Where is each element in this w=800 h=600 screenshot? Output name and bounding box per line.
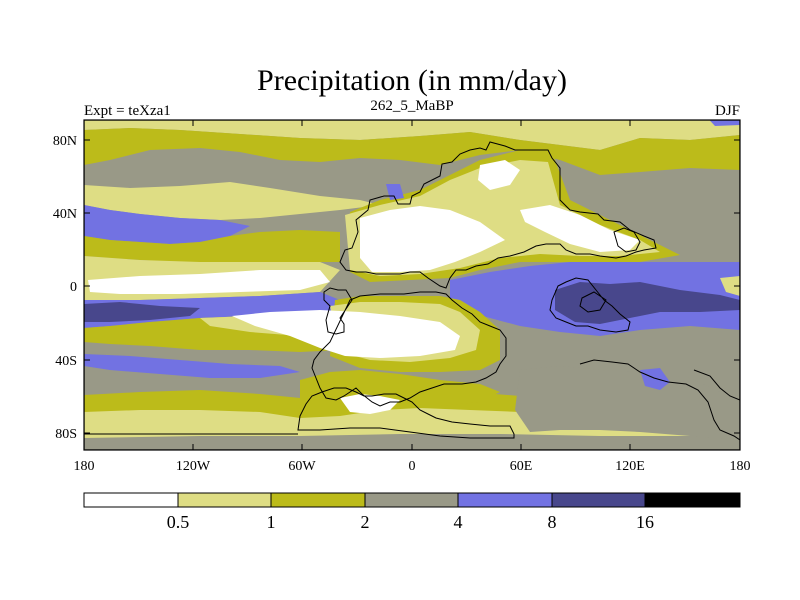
x-tick-label: 0 — [409, 459, 416, 474]
colorbar-label: 2 — [361, 512, 370, 532]
band-north-light-2 — [84, 182, 380, 220]
x-tick-label: 60W — [288, 459, 316, 474]
band-eq-dark — [84, 302, 200, 322]
colorbar-label: 8 — [548, 512, 557, 532]
gondwana-white-2 — [340, 394, 400, 414]
season-label: DJF — [715, 103, 740, 119]
coastline-tethys-islands — [549, 277, 631, 333]
east-gondwana-grey — [515, 366, 740, 440]
colorbar — [83, 492, 741, 508]
band-north-olive — [84, 128, 740, 175]
x-tick-label: 120E — [615, 459, 645, 474]
x-tick-label: 180 — [730, 459, 751, 474]
x-axis — [83, 120, 741, 450]
colorbar-label: 0.5 — [167, 512, 190, 532]
laurasia-white-east — [520, 205, 640, 252]
band-north-blue — [84, 205, 250, 244]
y-tick-label: 40N — [53, 207, 77, 222]
colorbar-swatch — [83, 492, 179, 508]
colorbar-swatch — [177, 492, 272, 508]
east-gondwana-blue — [640, 368, 670, 390]
coastline-east-gondwana — [579, 359, 740, 441]
colorbar-swatch — [270, 492, 366, 508]
band-north-olive-2 — [84, 230, 340, 262]
coastline-gondwana — [311, 287, 507, 407]
map-title: Precipitation (in mm/day) — [257, 64, 567, 97]
colorbar-label: 4 — [454, 512, 463, 532]
band-eq-white — [88, 270, 330, 294]
y-tick-label: 80S — [55, 427, 77, 442]
coastline-antarctic — [297, 387, 515, 439]
colorbar-swatch — [457, 492, 553, 508]
laurasia-white-n — [478, 160, 520, 190]
gondwana-white — [232, 310, 460, 358]
tethys-dark — [555, 282, 740, 324]
band-south-blue — [84, 354, 300, 378]
tethys-light-edge — [720, 276, 740, 296]
y-tick-label: 40S — [55, 354, 77, 369]
experiment-label: Expt = teXza1 — [84, 103, 171, 119]
band-south-grey-bottom — [84, 434, 740, 450]
colorbar-label: 16 — [636, 512, 654, 532]
coastline-laurasia — [339, 141, 657, 289]
period-label: 262_5_MaBP — [370, 98, 453, 114]
precipitation-field — [84, 120, 740, 450]
x-tick-label: 180 — [74, 459, 95, 474]
colorbar-label: 1 — [267, 512, 276, 532]
colorbar-swatch — [644, 492, 741, 508]
colorbar-swatch — [364, 492, 459, 508]
coastline-asia-island — [613, 227, 641, 253]
y-tick-label: 0 — [70, 280, 77, 295]
y-tick-label: 80N — [53, 134, 77, 149]
colorbar-swatch — [551, 492, 646, 508]
x-tick-label: 120W — [176, 459, 211, 474]
y-axis — [84, 139, 740, 434]
x-tick-label: 60E — [510, 459, 533, 474]
laurasia-white — [360, 206, 505, 272]
high-lat-blue — [709, 120, 740, 126]
coastline-outlines — [84, 141, 740, 441]
band-arctic-light — [84, 120, 740, 150]
